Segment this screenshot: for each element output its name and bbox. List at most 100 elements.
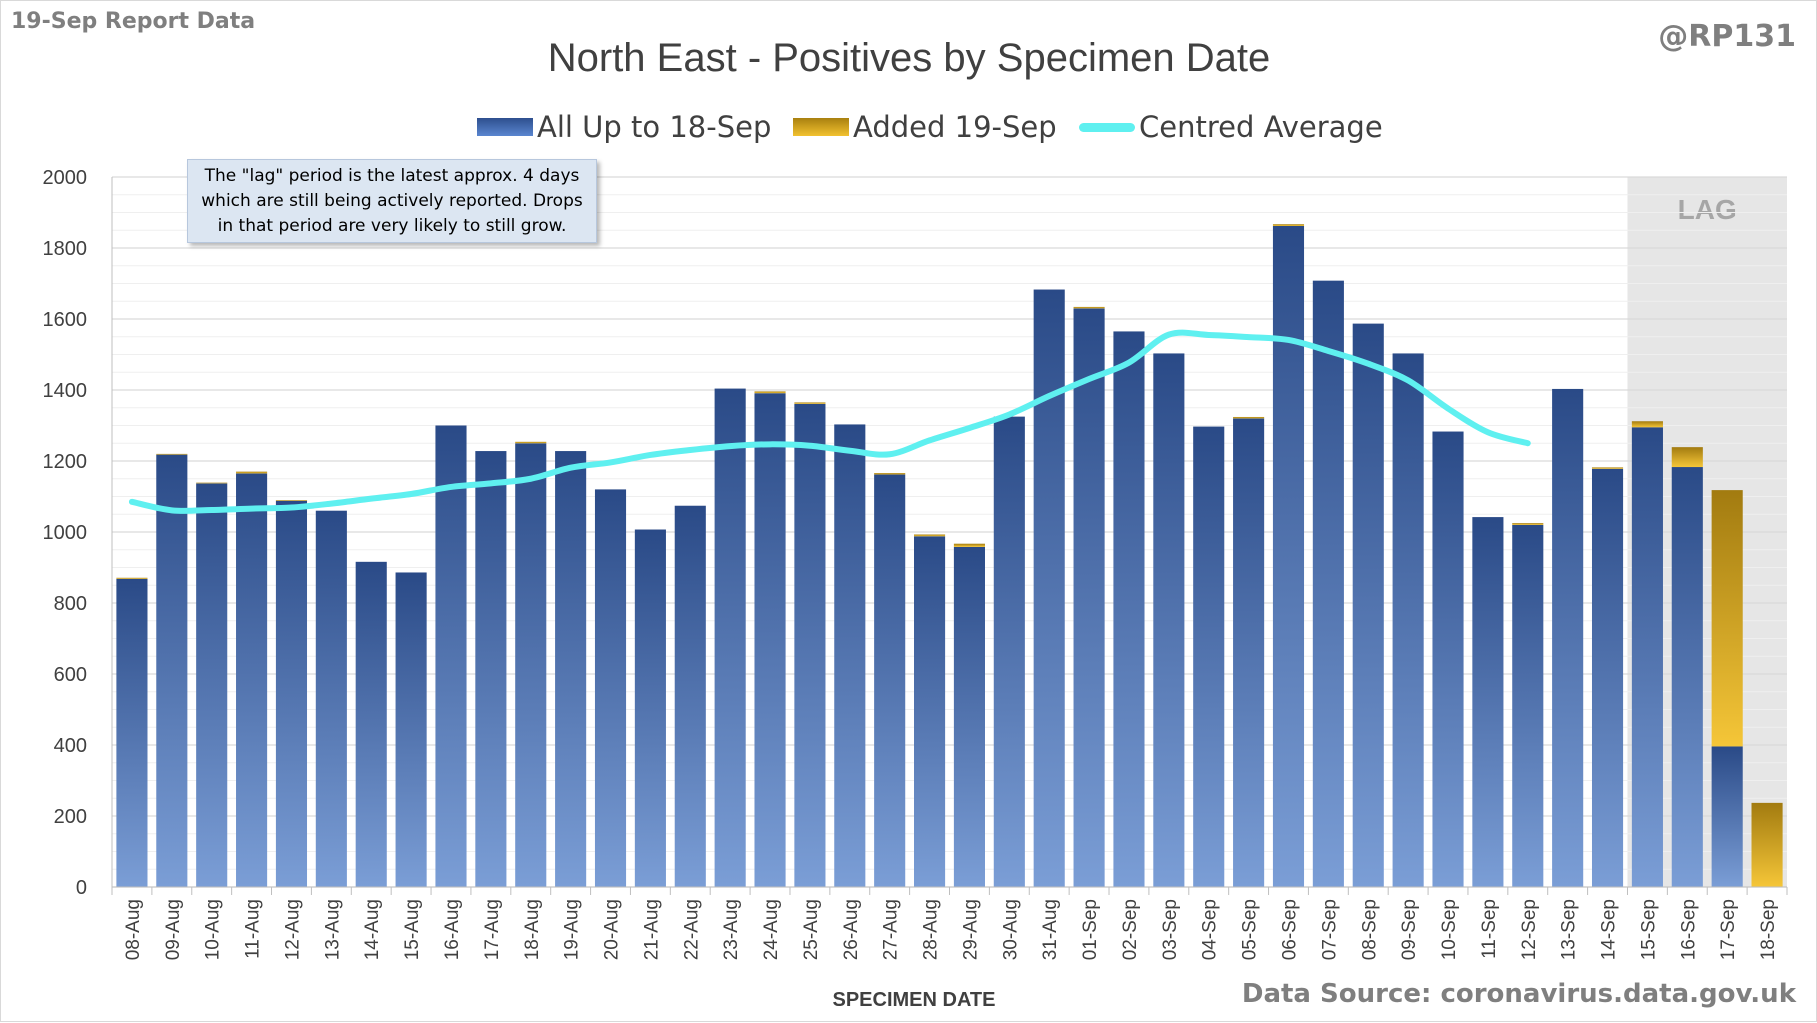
bar-all-up-to-18-sep xyxy=(634,529,666,887)
bar-added-19-sep xyxy=(116,577,148,579)
bar-added-19-sep xyxy=(874,473,906,475)
x-tick-label: 08-Sep xyxy=(1359,899,1380,960)
x-tick-label: 09-Aug xyxy=(163,899,184,960)
bar-all-up-to-18-sep xyxy=(515,443,547,887)
bar-added-19-sep xyxy=(515,441,547,444)
bar-all-up-to-18-sep xyxy=(1671,467,1703,887)
x-tick-label: 10-Aug xyxy=(203,899,224,960)
bar-all-up-to-18-sep xyxy=(156,454,188,887)
x-tick-label: 23-Aug xyxy=(721,899,742,960)
data-source: Data Source: coronavirus.data.gov.uk xyxy=(1241,979,1796,1009)
y-tick-label: 400 xyxy=(54,735,87,757)
legend-label: Centred Average xyxy=(1139,110,1383,144)
x-tick-label: 16-Aug xyxy=(442,899,463,960)
author-handle: @RP131 xyxy=(1658,19,1796,54)
x-tick-label: 26-Aug xyxy=(841,899,862,960)
legend-label: All Up to 18-Sep xyxy=(537,110,772,144)
bar-all-up-to-18-sep xyxy=(435,425,467,887)
bar-all-up-to-18-sep xyxy=(1472,517,1504,887)
bar-added-19-sep xyxy=(196,482,228,484)
bar-added-19-sep xyxy=(794,402,826,404)
centred-average-line xyxy=(128,329,1531,514)
y-tick-label: 1400 xyxy=(43,380,88,402)
bar-all-up-to-18-sep xyxy=(834,424,866,887)
bar-all-up-to-18-sep xyxy=(1432,431,1464,887)
x-tick-label: 13-Aug xyxy=(322,899,343,960)
y-tick-label: 1600 xyxy=(43,309,88,331)
bar-all-up-to-18-sep xyxy=(594,489,627,887)
x-tick-label: 15-Aug xyxy=(402,899,423,960)
bar-added-19-sep xyxy=(236,471,268,474)
bar-all-up-to-18-sep xyxy=(714,388,746,887)
note-line: which are still being actively reported.… xyxy=(201,191,583,211)
bar-all-up-to-18-sep xyxy=(275,500,308,887)
x-tick-label: 19-Aug xyxy=(562,899,583,960)
bar-all-up-to-18-sep xyxy=(475,451,507,887)
x-tick-label: 21-Aug xyxy=(641,899,662,960)
legend-swatch-blue xyxy=(477,118,533,136)
x-tick-label: 06-Sep xyxy=(1279,899,1300,960)
x-tick-label: 25-Aug xyxy=(801,899,822,960)
bar-all-up-to-18-sep xyxy=(754,393,786,887)
bar-all-up-to-18-sep xyxy=(794,403,826,887)
bar-all-up-to-18-sep xyxy=(1233,418,1265,887)
x-tick-label: 28-Aug xyxy=(921,899,942,960)
x-tick-label: 12-Aug xyxy=(282,899,303,960)
legend-swatch-cyan-line xyxy=(1079,122,1135,132)
x-axis-title: SPECIMEN DATE xyxy=(833,989,996,1011)
x-tick-label: 01-Sep xyxy=(1080,899,1101,960)
x-tick-label: 27-Aug xyxy=(881,899,902,960)
x-tick-label: 10-Sep xyxy=(1439,899,1460,960)
legend-item-added: Added 19-Sep xyxy=(793,109,1057,145)
bar-all-up-to-18-sep xyxy=(1312,280,1344,887)
x-tick-label: 17-Aug xyxy=(482,899,503,960)
x-tick-label: 15-Sep xyxy=(1638,899,1659,960)
x-tick-label: 16-Sep xyxy=(1678,899,1699,960)
x-tick-label: 20-Aug xyxy=(602,899,623,960)
y-tick-label: 200 xyxy=(54,806,87,828)
x-tick-label: 07-Sep xyxy=(1319,899,1340,960)
bar-added-19-sep xyxy=(1631,421,1663,428)
x-tick-label: 03-Sep xyxy=(1160,899,1181,960)
bar-all-up-to-18-sep xyxy=(674,505,706,887)
bar-added-19-sep xyxy=(914,534,946,537)
bar-all-up-to-18-sep xyxy=(1591,468,1624,887)
bar-all-up-to-18-sep xyxy=(1392,353,1424,887)
lag-note-callout: The "lag" period is the latest approx. 4… xyxy=(187,159,597,243)
bar-added-19-sep xyxy=(275,500,308,501)
bar-all-up-to-18-sep xyxy=(874,474,906,887)
bar-added-19-sep xyxy=(1233,416,1265,419)
y-tick-label: 600 xyxy=(54,664,87,686)
y-tick-label: 1800 xyxy=(43,238,88,260)
chart-title: North East - Positives by Specimen Date xyxy=(548,36,1271,80)
bar-added-19-sep xyxy=(156,453,188,455)
bar-all-up-to-18-sep xyxy=(1512,524,1544,887)
bar-added-19-sep xyxy=(1711,490,1743,747)
bar-added-19-sep xyxy=(1591,467,1624,469)
x-tick-label: 11-Sep xyxy=(1479,899,1500,959)
report-label: 19-Sep Report Data xyxy=(11,9,256,34)
x-tick-label: 22-Aug xyxy=(681,899,702,960)
y-tick-label: 0 xyxy=(76,877,87,899)
legend-item-centred-average: Centred Average xyxy=(1079,109,1383,145)
legend-label: Added 19-Sep xyxy=(853,110,1057,144)
bar-all-up-to-18-sep xyxy=(1272,225,1305,888)
legend-item-all-up-to: All Up to 18-Sep xyxy=(477,109,771,145)
bar-all-up-to-18-sep xyxy=(1352,323,1384,887)
x-tick-label: 17-Sep xyxy=(1718,899,1739,960)
x-tick-label: 13-Sep xyxy=(1559,899,1580,960)
x-tick-label: 11-Aug xyxy=(243,899,264,959)
bar-all-up-to-18-sep xyxy=(116,578,148,887)
bar-all-up-to-18-sep xyxy=(1193,426,1225,887)
lag-label: LAG xyxy=(1678,194,1737,225)
x-tick-label: 14-Sep xyxy=(1599,899,1620,960)
x-tick-label: 24-Aug xyxy=(761,899,782,960)
legend-swatch-gold xyxy=(793,118,849,136)
bar-all-up-to-18-sep xyxy=(555,451,587,887)
x-tick-label: 30-Aug xyxy=(1000,899,1021,960)
bar-added-19-sep xyxy=(1751,802,1783,887)
x-tick-label: 18-Aug xyxy=(522,899,543,960)
x-tick-label: 08-Aug xyxy=(123,899,144,960)
